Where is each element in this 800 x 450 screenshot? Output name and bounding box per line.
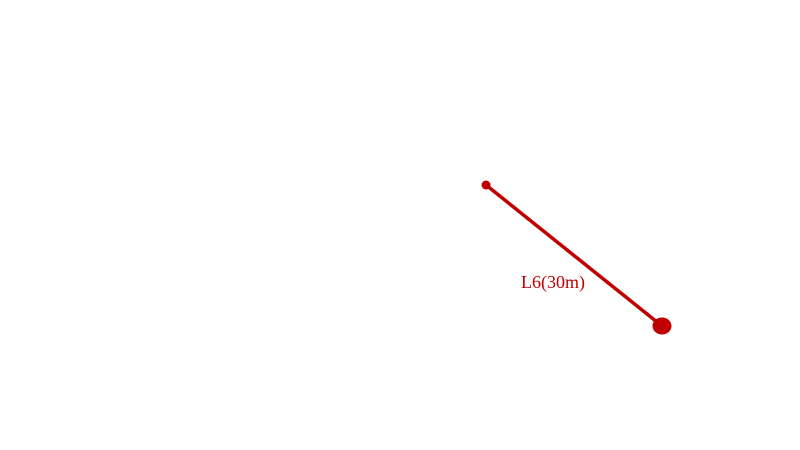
segment-label: L6(30m): [521, 272, 585, 293]
segment-line: [484, 183, 664, 328]
end-node: [652, 317, 672, 335]
start-node: [481, 180, 491, 190]
